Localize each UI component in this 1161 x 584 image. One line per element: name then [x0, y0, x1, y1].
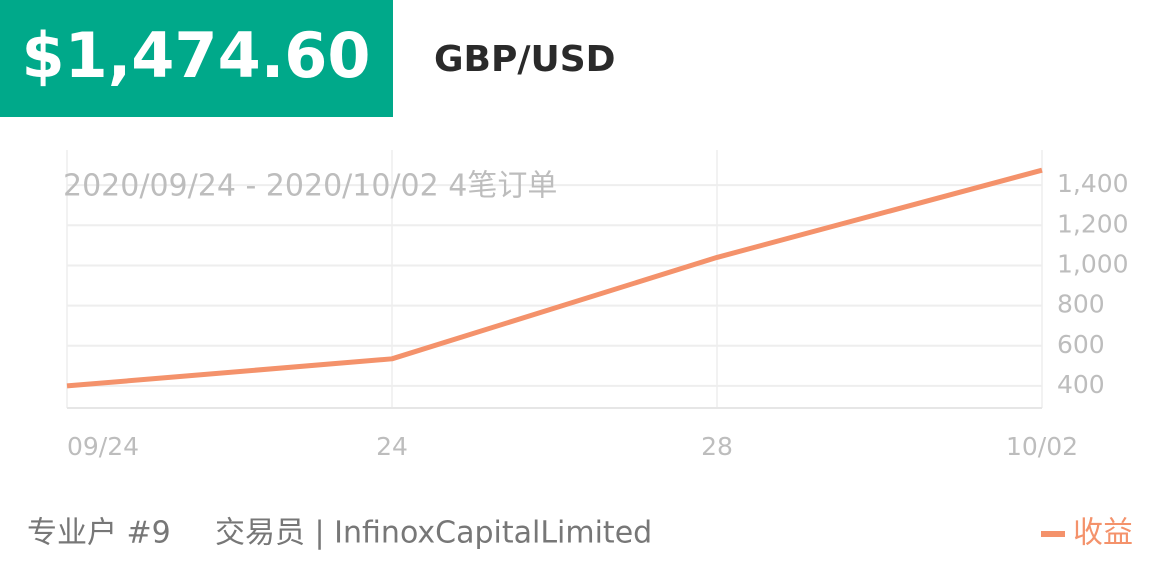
y-tick-label: 800 — [1057, 290, 1105, 319]
chart: 09/24 24 28 10/02 400 600 800 1,000 1,200 1,400 — [66, 150, 1129, 461]
y-tick-label: 1,400 — [1057, 169, 1129, 198]
price: $1,474.60 — [21, 19, 370, 92]
x-tick-label: 09/24 — [67, 432, 139, 461]
line-series — [66, 167, 1043, 389]
y-tick-label: 400 — [1057, 370, 1105, 399]
x-tick-label: 10/02 — [1006, 432, 1078, 461]
y-tick-label: 1,000 — [1057, 249, 1129, 278]
trader-label: 交易员 | InfinoxCapitalLimited — [215, 516, 652, 551]
chart-subtitle: 2020/09/24 - 2020/10/02 4笔订单 — [63, 169, 557, 204]
y-tick-label: 600 — [1057, 330, 1105, 359]
price-badge — [0, 0, 393, 117]
user-label: 专业户 #9 — [27, 516, 171, 551]
y-tick-label: 1,200 — [1057, 209, 1129, 238]
x-tick-label: 28 — [701, 432, 733, 461]
pair: GBP/USD — [434, 39, 616, 80]
x-tick-label: 24 — [376, 432, 408, 461]
legend-label: 收益 — [1073, 516, 1133, 551]
